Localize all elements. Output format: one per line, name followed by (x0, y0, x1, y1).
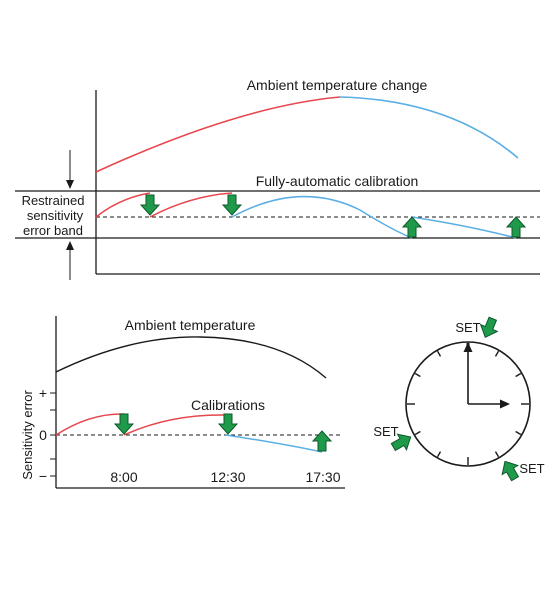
y-tick-plus: + (39, 385, 47, 401)
clock-tick (436, 350, 442, 357)
set-label-left: SET (373, 424, 398, 439)
band-label-line-2: sensitivity (27, 208, 84, 223)
band-label-line-1: Restrained (22, 193, 85, 208)
bottom-error-segment-3 (225, 434, 323, 453)
bottom-error-segment-1 (55, 413, 125, 436)
clock-icon: SET SET SET (373, 314, 545, 484)
band-indicator (66, 150, 74, 280)
x-tick-2: 12:30 (210, 469, 245, 485)
set-label-top: SET (455, 320, 480, 335)
bottom-error-segment-2 (123, 414, 227, 436)
top-error-segment-4 (411, 216, 517, 239)
down-arrow-icon (114, 413, 134, 435)
bottom-title: Ambient temperature (125, 317, 256, 333)
top-panel: Ambient temperature change Fully-automat… (15, 77, 540, 280)
bottom-ambient-curve (55, 336, 327, 379)
clock-tick (515, 430, 522, 436)
y-tick-zero: 0 (39, 427, 47, 443)
set-label-bottom: SET (519, 461, 544, 476)
y-axis-label: Sensitivity error (20, 390, 35, 480)
top-error-segment-2 (149, 192, 233, 218)
up-arrow-icon (312, 430, 332, 452)
top-calibration-label: Fully-automatic calibration (256, 173, 419, 189)
clock-tick (494, 451, 500, 458)
down-arrow-icon (218, 413, 238, 435)
top-title: Ambient temperature change (247, 77, 428, 93)
clock-tick (414, 372, 421, 378)
down-arrow-icon (222, 194, 242, 216)
up-arrow-icon (506, 216, 526, 238)
clock-tick (414, 430, 421, 436)
x-tick-1: 8:00 (110, 469, 137, 485)
top-ambient-curve-cooling (339, 96, 519, 159)
bottom-panel: Ambient temperature Calibrations Sensiti… (20, 316, 345, 489)
band-label-line-3: error band (23, 223, 83, 238)
up-arrow-icon (402, 216, 422, 238)
top-error-segment-3 (231, 195, 413, 239)
x-tick-3: 17:30 (305, 469, 340, 485)
down-arrow-icon (140, 194, 160, 216)
clock-tick (436, 451, 442, 458)
y-tick-minus: − (39, 468, 47, 484)
top-ambient-curve-warming (95, 96, 341, 173)
clock-tick (494, 350, 500, 357)
bottom-calibration-label: Calibrations (191, 397, 265, 413)
clock-tick (515, 372, 522, 378)
top-error-segment-1 (95, 192, 151, 218)
